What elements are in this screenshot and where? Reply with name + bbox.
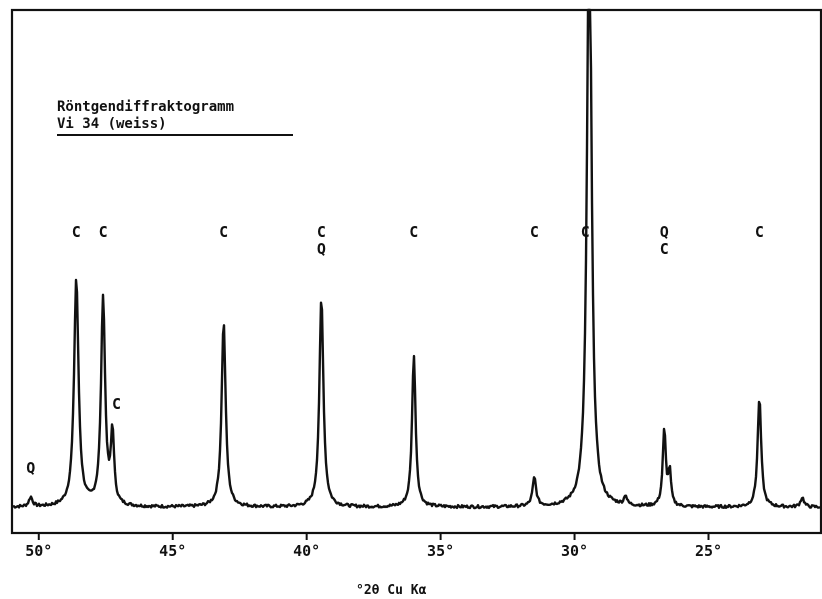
chart-title-line-2: Vi 34 (weiss)	[57, 116, 167, 132]
plot-frame	[10, 8, 822, 535]
x-tick-label: 30°	[561, 542, 588, 560]
chart-title-line-1: Röntgendiffraktogramm	[57, 99, 234, 115]
x-tick-label: 45°	[159, 542, 186, 560]
peak-label: C	[660, 240, 669, 258]
x-tick-label: 35°	[427, 542, 454, 560]
peak-label: C	[112, 395, 121, 413]
peak-label: C	[581, 223, 590, 241]
x-tick-label: 50°	[25, 542, 52, 560]
chart-title: Röntgendiffraktogramm Vi 34 (weiss)	[57, 99, 293, 136]
peak-label: C	[530, 223, 539, 241]
peak-labels: QC CCC CQC C C QCC	[26, 223, 764, 477]
peak-label: C	[219, 223, 228, 241]
peak-label: Q	[317, 240, 326, 258]
peak-label: C	[317, 223, 326, 241]
x-tick-label: 25°	[695, 542, 722, 560]
x-axis-ticks: 50° 45° 40° 35° 30° 25°	[25, 533, 722, 560]
peak-label: Q	[660, 223, 669, 241]
peak-label: C	[409, 223, 418, 241]
peak-label: C	[72, 223, 81, 241]
diffraction-trace	[12, 8, 821, 510]
x-tick-label: 40°	[293, 542, 320, 560]
x-axis-label: °2θ Cu Kα	[356, 583, 427, 598]
peak-label: C	[99, 223, 108, 241]
peak-label: C	[755, 223, 764, 241]
peak-label: Q	[26, 459, 35, 477]
